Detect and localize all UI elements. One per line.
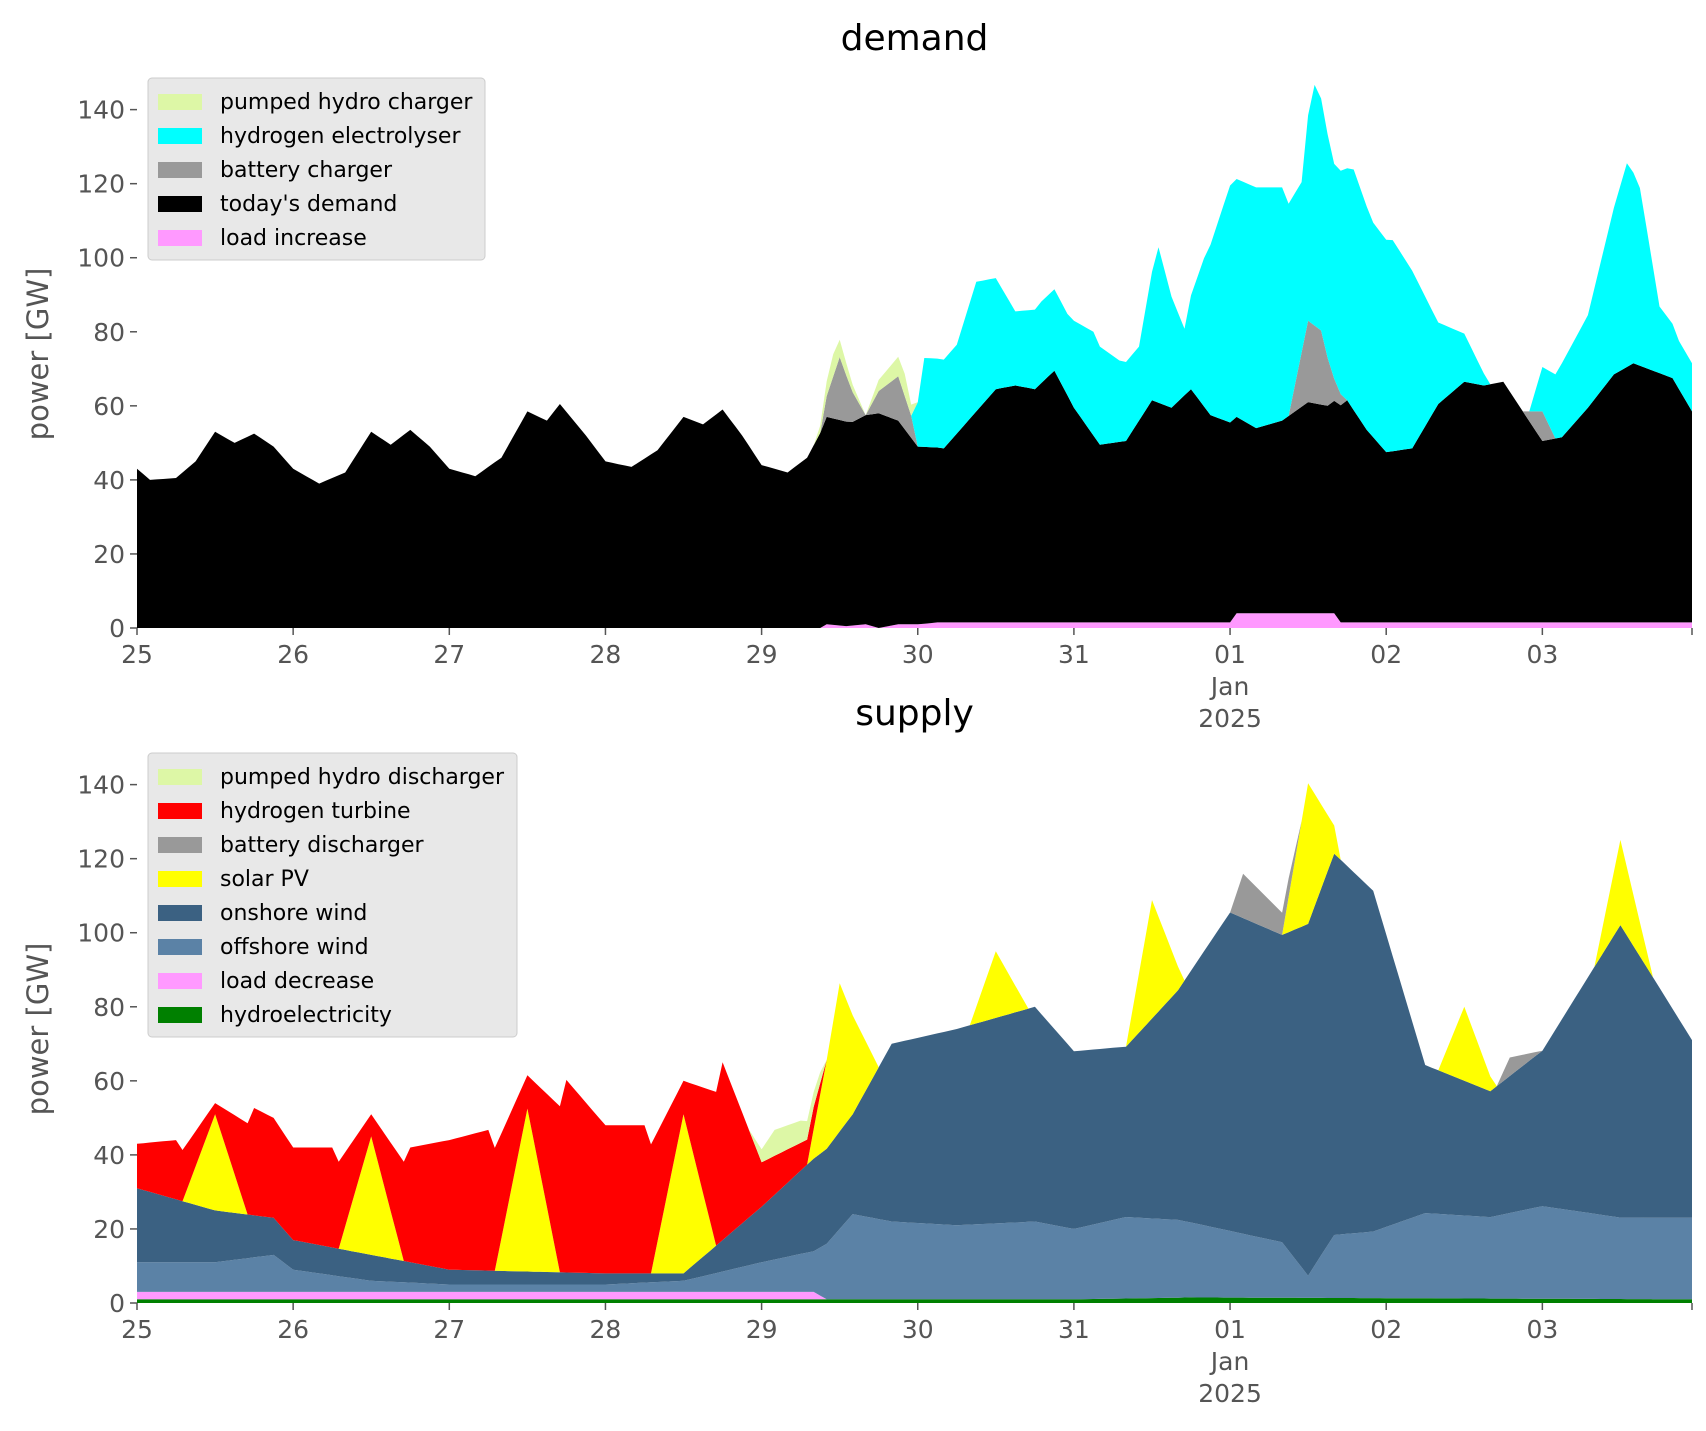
x-tick-label: 2025 — [1198, 704, 1262, 733]
demand-areas — [137, 84, 1692, 628]
demand-y-axis-label: power [GW] — [21, 268, 55, 441]
area-hydrogen-electrolyser — [137, 84, 1692, 484]
legend-swatch-pumped-hydro-charger — [158, 94, 202, 110]
legend-label-hydrogen-electrolyser: hydrogen electrolyser — [220, 124, 461, 149]
x-tick-label: 01 — [1214, 640, 1246, 669]
area-today-s-demand — [137, 363, 1692, 628]
x-tick-label: 31 — [1058, 640, 1090, 669]
legend-swatch-hydrogen-electrolyser — [158, 128, 202, 144]
legend-swatch-battery-charger — [158, 162, 202, 178]
legend-label-today-s-demand: today's demand — [220, 192, 397, 217]
legend-label-battery-charger: battery charger — [220, 158, 393, 183]
legend-swatch-today-s-demand — [158, 196, 202, 212]
x-tick-label: Jan — [1209, 672, 1250, 701]
x-tick-label: 28 — [590, 640, 622, 669]
demand-legend: pumped hydro charger hydrogen electrolyse… — [147, 77, 486, 261]
x-tick-label: 26 — [277, 1315, 309, 1344]
y-tick-label: 80 — [93, 318, 125, 347]
legend-frame — [147, 77, 486, 261]
x-tick-label: 2025 — [1198, 1379, 1262, 1408]
area-hydroelectricity — [137, 1297, 1692, 1303]
area-pumped-hydro-charger — [137, 84, 1692, 484]
y-tick-label: 0 — [109, 614, 125, 643]
legend-label-offshore-wind: offshore wind — [220, 935, 369, 960]
y-tick-label: 0 — [109, 1289, 125, 1318]
legend-label-load-decrease: load decrease — [220, 969, 374, 994]
y-tick-label: 120 — [77, 845, 125, 874]
y-tick-label: 60 — [93, 1067, 125, 1096]
supply-y-axis-label: power [GW] — [21, 943, 55, 1116]
y-tick-label: 80 — [93, 993, 125, 1022]
legend-frame — [147, 752, 518, 1038]
legend-swatch-onshore-wind — [158, 905, 202, 921]
x-tick-label: 25 — [121, 640, 153, 669]
x-tick-label: 02 — [1370, 1315, 1402, 1344]
x-tick-label: Jan — [1209, 1347, 1250, 1376]
area-battery-charger — [137, 320, 1692, 484]
x-tick-label: 30 — [902, 640, 934, 669]
y-tick-label: 120 — [77, 170, 125, 199]
legend-swatch-hydrogen-turbine — [158, 803, 202, 819]
legend-label-battery-discharger: battery discharger — [220, 833, 425, 858]
x-tick-label: 29 — [746, 1315, 778, 1344]
y-tick-label: 40 — [93, 466, 125, 495]
x-tick-label: 29 — [746, 640, 778, 669]
y-tick-label: 60 — [93, 392, 125, 421]
legend-label-onshore-wind: onshore wind — [220, 901, 367, 926]
legend-swatch-battery-discharger — [158, 837, 202, 853]
area-load-decrease — [137, 1291, 1692, 1300]
area-onshore-wind — [137, 853, 1692, 1285]
y-tick-label: 40 — [93, 1141, 125, 1170]
area-load-increase — [137, 613, 1692, 628]
legend-label-hydrogen-turbine: hydrogen turbine — [220, 799, 411, 824]
x-tick-label: 25 — [121, 1315, 153, 1344]
legend-label-pumped-hydro-discharger: pumped hydro discharger — [220, 765, 505, 790]
supply-areas — [137, 783, 1692, 1303]
legend-swatch-offshore-wind — [158, 939, 202, 955]
legend-label-pumped-hydro-charger: pumped hydro charger — [220, 90, 473, 115]
y-tick-label: 140 — [77, 96, 125, 125]
legend-label-hydroelectricity: hydroelectricity — [220, 1003, 392, 1028]
area-offshore-wind — [137, 1206, 1692, 1300]
supply-title: supply — [855, 693, 974, 734]
y-tick-label: 100 — [77, 919, 125, 948]
legend-swatch-solar-pv — [158, 871, 202, 887]
x-tick-label: 27 — [433, 640, 465, 669]
x-tick-label: 28 — [590, 1315, 622, 1344]
x-tick-label: 01 — [1214, 1315, 1246, 1344]
x-tick-label: 02 — [1370, 640, 1402, 669]
x-tick-label: 03 — [1526, 1315, 1558, 1344]
x-tick-label: 26 — [277, 640, 309, 669]
legend-label-load-increase: load increase — [220, 226, 367, 251]
x-tick-label: 03 — [1526, 640, 1558, 669]
x-tick-label: 27 — [433, 1315, 465, 1344]
legend-label-solar-pv: solar PV — [220, 867, 309, 892]
supply-legend: pumped hydro discharger hydrogen turbine b… — [147, 752, 518, 1038]
x-tick-label: 30 — [902, 1315, 934, 1344]
legend-swatch-hydroelectricity — [158, 1007, 202, 1023]
legend-swatch-load-decrease — [158, 973, 202, 989]
legend-swatch-load-increase — [158, 230, 202, 246]
area-hydrogen-turbine — [137, 783, 1692, 1274]
y-tick-label: 20 — [93, 540, 125, 569]
y-tick-label: 20 — [93, 1215, 125, 1244]
y-tick-label: 100 — [77, 244, 125, 273]
area-solar-pv — [137, 783, 1692, 1274]
legend-swatch-pumped-hydro-discharger — [158, 769, 202, 785]
y-tick-label: 140 — [77, 771, 125, 800]
demand-title: demand — [841, 18, 989, 59]
x-tick-label: 31 — [1058, 1315, 1090, 1344]
